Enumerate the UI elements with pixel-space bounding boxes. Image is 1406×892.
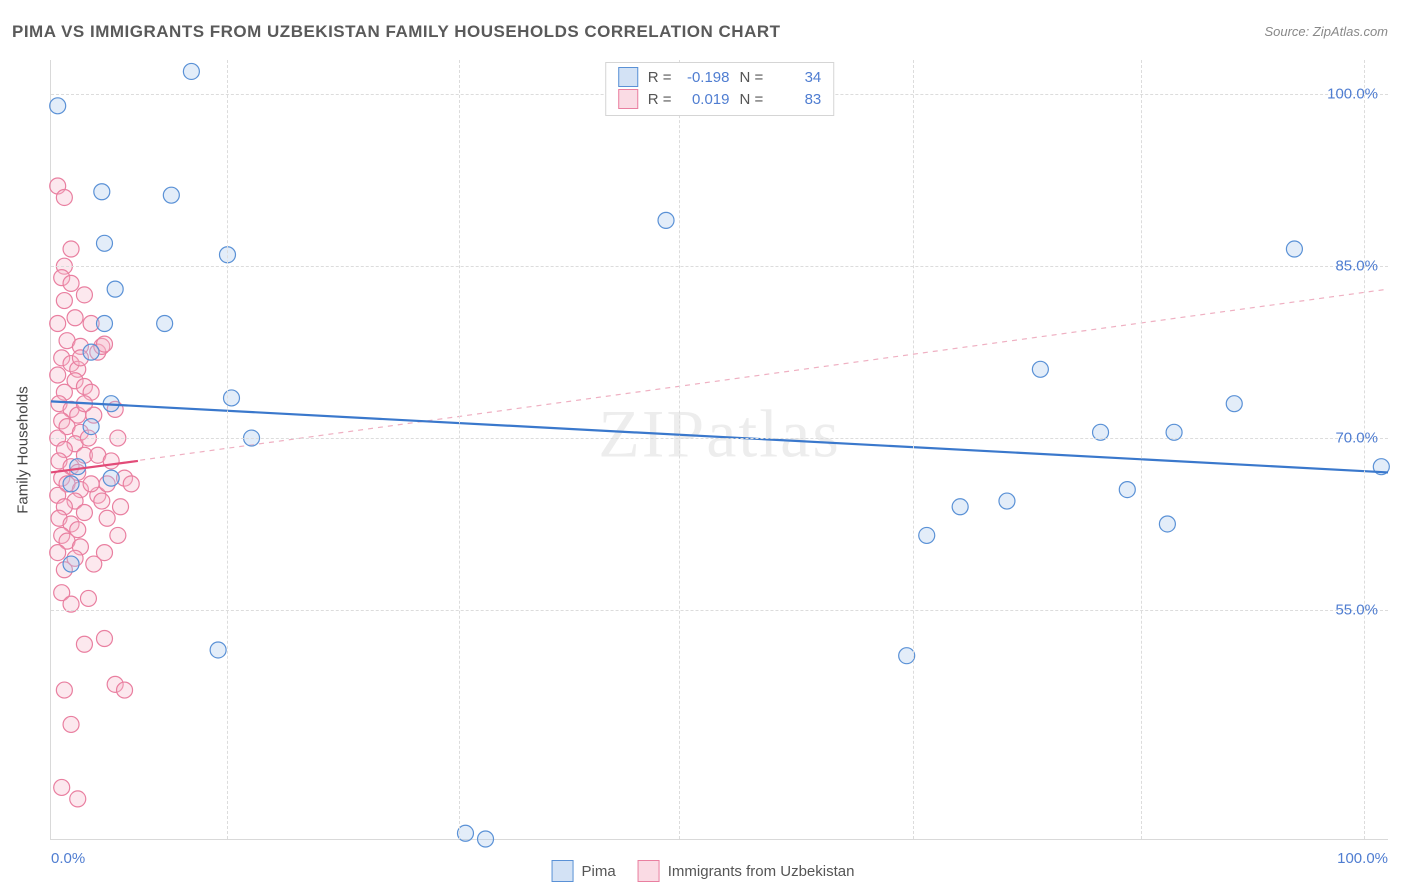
n-value-uzbek: 83 (773, 91, 821, 108)
pima-point (1286, 241, 1302, 257)
pima-point (658, 212, 674, 228)
uzbek-point (63, 716, 79, 732)
pima-point (223, 390, 239, 406)
gridline-vertical (1141, 60, 1142, 839)
chart-title: PIMA VS IMMIGRANTS FROM UZBEKISTAN FAMIL… (12, 22, 781, 42)
uzbek-point (56, 189, 72, 205)
uzbek-point (113, 499, 129, 515)
uzbek-point (94, 493, 110, 509)
uzbek-point (50, 367, 66, 383)
pima-point (1226, 396, 1242, 412)
stats-row-pima: R = -0.198 N = 34 (618, 67, 822, 87)
n-value-pima: 34 (773, 69, 821, 86)
scatter-svg (51, 60, 1388, 839)
uzbek-point (56, 293, 72, 309)
legend-swatch-pima (552, 860, 574, 882)
pima-point (1159, 516, 1175, 532)
pima-point (63, 556, 79, 572)
uzbek-point (63, 241, 79, 257)
stats-box: R = -0.198 N = 34 R = 0.019 N = 83 (605, 62, 835, 116)
pima-point (919, 527, 935, 543)
pima-point (83, 419, 99, 435)
pima-point (103, 470, 119, 486)
pima-point (1032, 361, 1048, 377)
pima-point (107, 281, 123, 297)
y-axis-label: Family Households (15, 386, 32, 514)
y-tick-label: 55.0% (1335, 601, 1378, 618)
legend-item-pima: Pima (552, 860, 616, 882)
y-tick-label: 70.0% (1335, 430, 1378, 447)
bottom-legend: Pima Immigrants from Uzbekistan (552, 860, 855, 882)
uzbek-point (96, 631, 112, 647)
swatch-pima (618, 67, 638, 87)
uzbek-point (76, 287, 92, 303)
pima-point (157, 315, 173, 331)
gridline-vertical (913, 60, 914, 839)
uzbek-point (50, 315, 66, 331)
gridline-horizontal (51, 438, 1388, 439)
uzbek-point (67, 310, 83, 326)
pima-point (210, 642, 226, 658)
pima-point (478, 831, 494, 847)
pima-point (952, 499, 968, 515)
swatch-uzbek (618, 89, 638, 109)
pima-point (899, 648, 915, 664)
uzbek-point (70, 791, 86, 807)
uzbek-point (56, 682, 72, 698)
uzbek-point (99, 510, 115, 526)
uzbek-point (80, 590, 96, 606)
gridline-vertical (679, 60, 680, 839)
uzbek-point (76, 636, 92, 652)
uzbek-point (110, 527, 126, 543)
y-tick-label: 85.0% (1335, 258, 1378, 275)
legend-swatch-uzbek (638, 860, 660, 882)
legend-label-uzbek: Immigrants from Uzbekistan (668, 863, 855, 880)
pima-point (70, 459, 86, 475)
uzbek-point (63, 275, 79, 291)
r-value-uzbek: 0.019 (682, 91, 730, 108)
uzbek-point (86, 556, 102, 572)
pima-point (63, 476, 79, 492)
uzbek-point (76, 505, 92, 521)
pima-point (96, 315, 112, 331)
gridline-vertical (1364, 60, 1365, 839)
pima-point (163, 187, 179, 203)
legend-label-pima: Pima (582, 863, 616, 880)
chart-container: PIMA VS IMMIGRANTS FROM UZBEKISTAN FAMIL… (0, 0, 1406, 892)
legend-item-uzbek: Immigrants from Uzbekistan (638, 860, 855, 882)
y-tick-label: 100.0% (1327, 86, 1378, 103)
stats-row-uzbek: R = 0.019 N = 83 (618, 89, 822, 109)
uzbek-point (54, 779, 70, 795)
uzbek-point (50, 545, 66, 561)
uzbek-point (123, 476, 139, 492)
gridline-horizontal (51, 266, 1388, 267)
pima-point (96, 235, 112, 251)
pima-point (50, 98, 66, 114)
gridline-vertical (227, 60, 228, 839)
gridline-vertical (459, 60, 460, 839)
uzbek-point (117, 682, 133, 698)
pima-point (999, 493, 1015, 509)
x-tick-label: 100.0% (1337, 850, 1388, 867)
pima-point (183, 63, 199, 79)
plot-area: ZIPatlas Family Households R = -0.198 N … (50, 60, 1388, 840)
uzbek-point (103, 453, 119, 469)
pima-point (1119, 482, 1135, 498)
r-value-pima: -0.198 (682, 69, 730, 86)
pima-point (83, 344, 99, 360)
pima-point (457, 825, 473, 841)
uzbek-point (83, 476, 99, 492)
pima-point (94, 184, 110, 200)
source-label: Source: ZipAtlas.com (1264, 24, 1388, 39)
x-tick-label: 0.0% (51, 850, 85, 867)
gridline-horizontal (51, 610, 1388, 611)
